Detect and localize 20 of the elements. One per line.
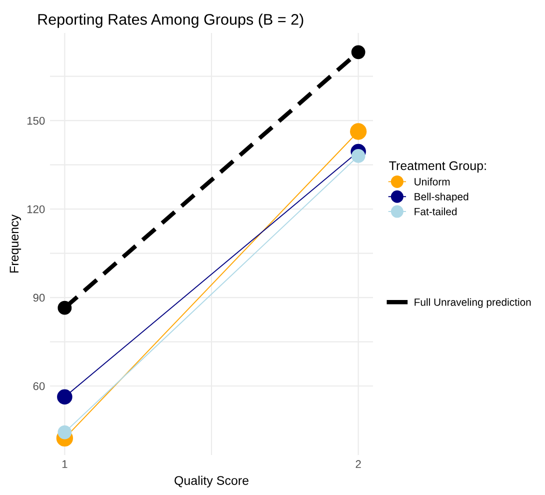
point xyxy=(58,300,72,315)
y-tick-label: 60 xyxy=(33,382,45,390)
y-tick-label: 120 xyxy=(27,205,45,214)
chart-title: Reporting Rates Among Groups (B = 2) xyxy=(38,14,304,28)
point xyxy=(350,123,367,140)
x-axis-title: Quality Score xyxy=(174,476,248,488)
point xyxy=(351,45,366,60)
point xyxy=(58,425,72,440)
x-tick-label: 1 xyxy=(62,460,68,468)
legend-label: Full Unraveling prediction xyxy=(414,298,531,308)
y-tick-label: 90 xyxy=(33,294,45,302)
legend-label: Uniform xyxy=(414,178,450,186)
legend-label: Fat-tailed xyxy=(414,208,457,216)
point xyxy=(351,149,366,163)
y-tick-label: 150 xyxy=(27,116,45,125)
x-tick-label: 2 xyxy=(356,460,361,468)
y-axis-title: Frequency xyxy=(10,214,22,272)
legend-title: Treatment Group: xyxy=(389,161,486,173)
point xyxy=(57,389,72,405)
legend-label: Bell-shaped xyxy=(414,192,468,202)
